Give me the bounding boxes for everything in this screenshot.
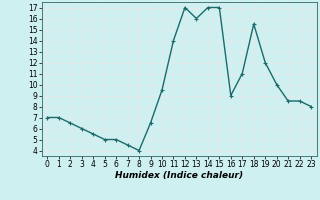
X-axis label: Humidex (Indice chaleur): Humidex (Indice chaleur): [115, 171, 243, 180]
